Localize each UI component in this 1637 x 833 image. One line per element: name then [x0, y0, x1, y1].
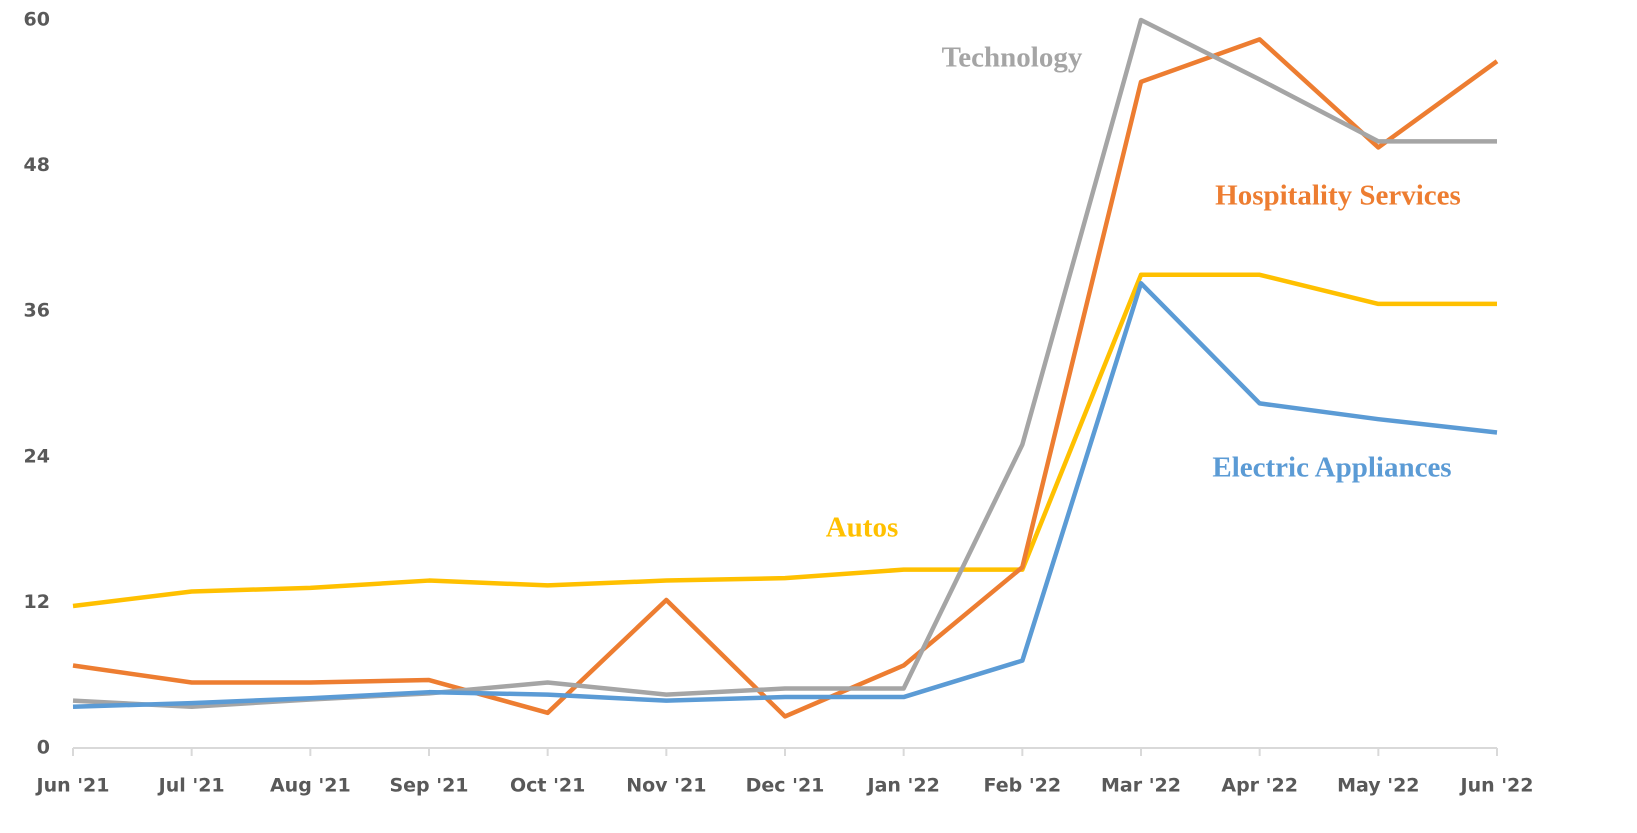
series-label: Autos [826, 512, 899, 544]
x-tick-label: Jul '21 [157, 775, 225, 797]
series-label: Electric Appliances [1212, 452, 1451, 484]
x-tick-label: Apr '22 [1221, 775, 1298, 797]
y-tick-label: 48 [24, 154, 50, 176]
x-tick-label: Mar '22 [1101, 775, 1181, 797]
x-tick-label: Oct '21 [510, 775, 585, 797]
y-tick-label: 12 [24, 591, 50, 613]
series-line [72, 281, 1498, 709]
series-label: Hospitality Services [1215, 180, 1461, 212]
series-line [72, 37, 1499, 719]
series-line [72, 272, 1497, 609]
x-tick-label: Nov '21 [626, 775, 706, 797]
y-tick-label: 36 [24, 300, 50, 322]
series-line [72, 17, 1497, 709]
y-tick-label: 0 [37, 737, 50, 759]
x-tick-label: Feb '22 [984, 775, 1062, 797]
x-tick-label: Dec '21 [746, 775, 825, 797]
x-tick-label: Jan '22 [866, 775, 940, 797]
x-tick-label: Sep '21 [389, 775, 468, 797]
x-tick-label: Aug '21 [270, 775, 351, 797]
y-tick-label: 60 [24, 9, 50, 31]
x-tick-label: Jun '22 [1459, 775, 1534, 797]
series-label: Technology [942, 42, 1083, 74]
y-tick-label: 24 [24, 445, 50, 467]
x-tick-label: May '22 [1337, 775, 1419, 797]
x-tick-label: Jun '21 [35, 775, 110, 797]
